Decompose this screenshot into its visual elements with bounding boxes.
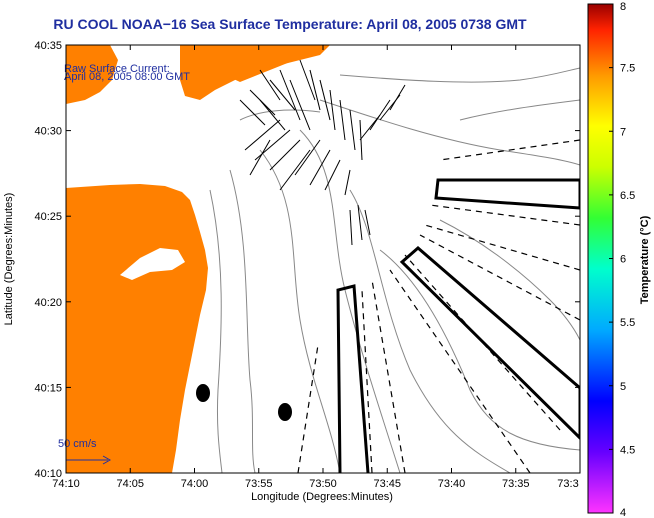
colorbar-tick-label: 6 bbox=[620, 254, 626, 266]
colorbar-ticks: 8 7.5 7 6.5 6 5.5 5 4.5 4 bbox=[609, 1, 635, 518]
x-axis-label: Longitude (Degrees:Minutes) bbox=[251, 491, 393, 503]
x-tick-label: 73:3 bbox=[557, 478, 578, 490]
x-tick-label: 73:40 bbox=[438, 478, 466, 490]
surface-current-vectors bbox=[239, 59, 406, 246]
colorbar-label: Temperature (°C) bbox=[639, 215, 651, 304]
x-tick-label: 73:45 bbox=[373, 478, 401, 490]
buoy-marker bbox=[278, 403, 292, 421]
colorbar-tick-label: 8 bbox=[620, 1, 626, 13]
map-title: RU COOL NOAA−16 Sea Surface Temperature:… bbox=[53, 16, 527, 32]
land-staten-island bbox=[66, 45, 118, 104]
y-tick-label: 40:20 bbox=[34, 297, 62, 309]
colorbar-tick-label: 7.5 bbox=[620, 63, 635, 75]
colorbar-tick-label: 4.5 bbox=[620, 444, 635, 456]
scale-label: 50 cm/s bbox=[58, 438, 97, 450]
x-axis: 74:10 74:05 74:00 73:55 73:50 73:45 73:40 73:35… bbox=[52, 45, 581, 490]
buoy-marker bbox=[196, 384, 210, 402]
y-tick-label: 40:10 bbox=[34, 468, 62, 480]
x-tick-label: 73:55 bbox=[245, 478, 273, 490]
radar-swath-boxes bbox=[336, 178, 580, 473]
x-tick-label: 74:05 bbox=[116, 478, 144, 490]
land-sandy-hook-inlet bbox=[120, 248, 185, 280]
colorbar-tick-label: 4 bbox=[620, 507, 626, 518]
colorbar-tick-label: 6.5 bbox=[620, 190, 635, 202]
current-label-line2: April 08, 2005 08:00 GMT bbox=[64, 71, 190, 83]
y-tick-label: 40:25 bbox=[34, 211, 62, 223]
x-tick-label: 73:50 bbox=[309, 478, 337, 490]
colorbar-tick-label: 7 bbox=[620, 126, 626, 138]
y-tick-label: 40:30 bbox=[34, 126, 62, 138]
bathymetry-contours bbox=[209, 67, 580, 473]
colorbar bbox=[587, 3, 614, 514]
x-tick-label: 73:35 bbox=[502, 478, 530, 490]
colorbar-tick-label: 5 bbox=[620, 381, 626, 393]
x-tick-label: 74:10 bbox=[52, 478, 80, 490]
y-axis: 40:35 40:30 40:25 40:20 40:15 40:10 bbox=[34, 40, 580, 480]
y-axis-label: Latitude (Degrees:Minutes) bbox=[3, 193, 15, 326]
y-tick-label: 40:15 bbox=[34, 382, 62, 394]
colorbar-tick-label: 5.5 bbox=[620, 317, 635, 329]
land-rockaway bbox=[225, 52, 300, 82]
current-label-line1: Raw Surface Current: bbox=[64, 63, 170, 75]
y-tick-label: 40:35 bbox=[34, 40, 62, 52]
radar-beam-lines bbox=[297, 139, 580, 473]
land-small-bottom bbox=[150, 452, 172, 473]
x-tick-label: 74:00 bbox=[181, 478, 209, 490]
